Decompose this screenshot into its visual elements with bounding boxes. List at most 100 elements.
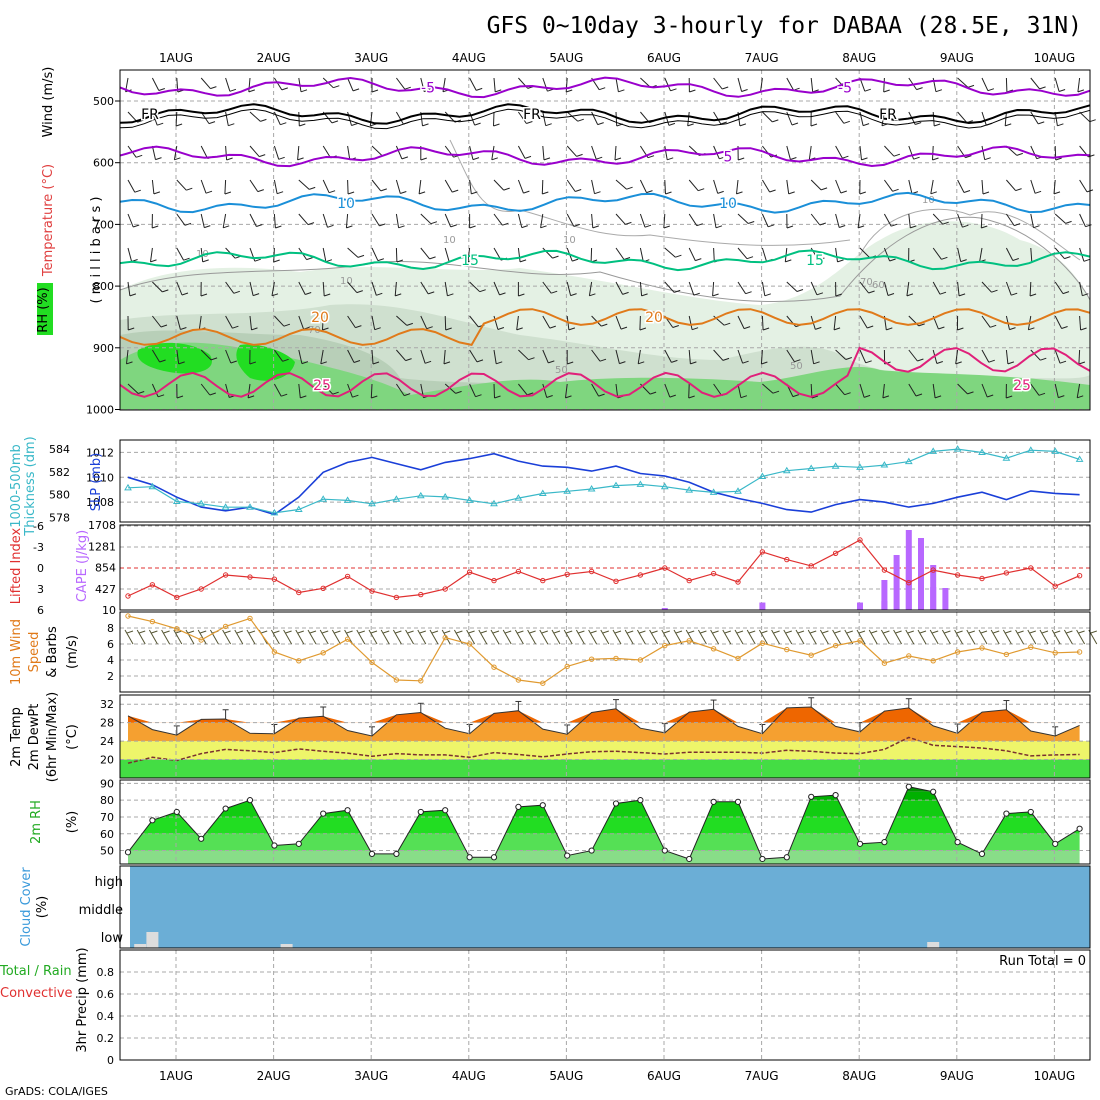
wind-barb-flag xyxy=(915,122,922,125)
wind-barb-flag xyxy=(982,191,990,195)
wind-barb xyxy=(467,247,471,262)
wind-barb-flag xyxy=(936,361,943,364)
wind-barb-flag xyxy=(546,395,553,398)
wind-barb-flag xyxy=(965,155,972,159)
surface-wind-barb xyxy=(161,629,171,645)
wind-barb xyxy=(469,281,481,293)
wind-barb-flag xyxy=(1033,225,1040,229)
wind-barb xyxy=(150,247,153,262)
wind-barb-flag xyxy=(545,123,552,127)
wind-barb-flag xyxy=(158,88,165,91)
wind-barb xyxy=(1004,111,1007,126)
surface-wind-barb-flag xyxy=(675,630,683,634)
surface-wind-barb-flag xyxy=(883,630,890,634)
wind-barb-flag xyxy=(614,157,622,161)
wind-barb xyxy=(786,111,793,126)
wind-barb xyxy=(1079,179,1088,193)
wind-barb-flag xyxy=(155,157,162,161)
wind-barb xyxy=(443,349,446,364)
wind-barb xyxy=(932,111,935,127)
rh-point xyxy=(832,792,839,799)
wind-barb-flag xyxy=(153,191,161,195)
wind-barb xyxy=(859,281,869,294)
wind-barb-flag xyxy=(565,395,572,399)
temp-warm-fill xyxy=(128,707,1080,742)
precip-convective-label: Convective xyxy=(0,986,73,1001)
x-tick-label-top: 7AUG xyxy=(745,51,779,65)
surface-wind-barb-flag xyxy=(1017,630,1024,634)
wind-barb-flag xyxy=(178,361,185,365)
wind-barb-flag xyxy=(1011,292,1018,296)
surface-wind-barb xyxy=(880,629,890,645)
wind-barb xyxy=(810,213,821,226)
wind-barb-flag xyxy=(327,224,334,228)
surface-wind-barb-flag xyxy=(993,630,1000,634)
wind-barb xyxy=(908,213,911,228)
thickness-tick-label: 584 xyxy=(49,443,70,456)
wind-barb-flag xyxy=(1088,154,1095,158)
wind-barb xyxy=(249,247,256,262)
wind-barb xyxy=(127,281,131,296)
temp-contour-label: 10 xyxy=(719,196,737,212)
wind-speed-point xyxy=(174,626,180,632)
wind-speed-point xyxy=(1052,650,1058,656)
wind-barb-flag xyxy=(281,87,288,91)
wind-barb-flag xyxy=(1015,188,1022,192)
wind-barb-flag xyxy=(126,361,133,365)
surface-wind-barb xyxy=(148,629,158,645)
x-tick-label-top: 1AUG xyxy=(159,51,193,65)
wind-barb xyxy=(200,77,211,89)
surface-wind-barb xyxy=(954,629,964,645)
panel-wind-frame xyxy=(119,611,1091,693)
wind-speed-point xyxy=(637,657,644,663)
wind-barb xyxy=(883,247,891,262)
wind-barb xyxy=(688,213,698,226)
wind-barb xyxy=(883,281,889,296)
rh-band xyxy=(128,786,1080,792)
lifted-index-point xyxy=(784,556,790,563)
surface-wind-barb-flag xyxy=(383,630,390,634)
rh-point xyxy=(198,835,205,842)
wind-barb-flag xyxy=(528,357,535,361)
wind-barb xyxy=(591,315,602,327)
wind-barb xyxy=(957,281,960,296)
x-tick-label-bottom: 3AUG xyxy=(354,1069,388,1083)
precip-tick-label: 0.4 xyxy=(97,1010,115,1023)
panel-2m-rh: 50 60 70 80 90 2m RH (%) xyxy=(29,777,1091,865)
wind-barb-flag xyxy=(963,190,971,193)
surface-wind-barb-flag xyxy=(846,630,853,634)
wind-barb xyxy=(347,281,358,293)
wind-barb xyxy=(786,145,791,160)
surface-wind-barb xyxy=(234,629,244,645)
wind-barb-flag xyxy=(748,221,755,224)
wind-barb xyxy=(1030,213,1034,228)
wind-barb xyxy=(664,145,668,160)
wind-barb xyxy=(591,383,600,397)
rh-series-line xyxy=(127,786,1080,860)
wind-barb xyxy=(737,349,744,364)
wind-barb xyxy=(222,213,227,228)
panel-slp-frame xyxy=(119,439,1091,523)
wind-barb-flag xyxy=(886,327,893,331)
wind-barb xyxy=(127,213,134,228)
surface-wind-barb-flag xyxy=(651,630,658,634)
lifted-index-point xyxy=(881,567,888,573)
wind-barb-flag xyxy=(991,289,998,293)
lifted-index-point xyxy=(125,593,131,599)
wind-barb-flag xyxy=(184,222,192,226)
temp-contour-5 xyxy=(119,145,1091,168)
wind-barb xyxy=(1076,383,1081,398)
surface-wind-barb xyxy=(832,629,842,645)
wind-barb-flag xyxy=(429,256,436,260)
temp-contour-label: -5 xyxy=(421,80,435,96)
wind-barb xyxy=(833,315,837,330)
wind-barb xyxy=(687,111,690,126)
temp-contour-20 xyxy=(119,308,1091,347)
surface-wind-barb xyxy=(392,629,402,645)
wind-barb-flag xyxy=(932,157,939,161)
wind-barb xyxy=(664,383,671,398)
wind-barb-flag xyxy=(941,256,948,260)
rh-legend-swatch xyxy=(37,283,53,335)
wind-barb-flag xyxy=(186,187,193,191)
wind-barb-flag xyxy=(712,293,719,297)
